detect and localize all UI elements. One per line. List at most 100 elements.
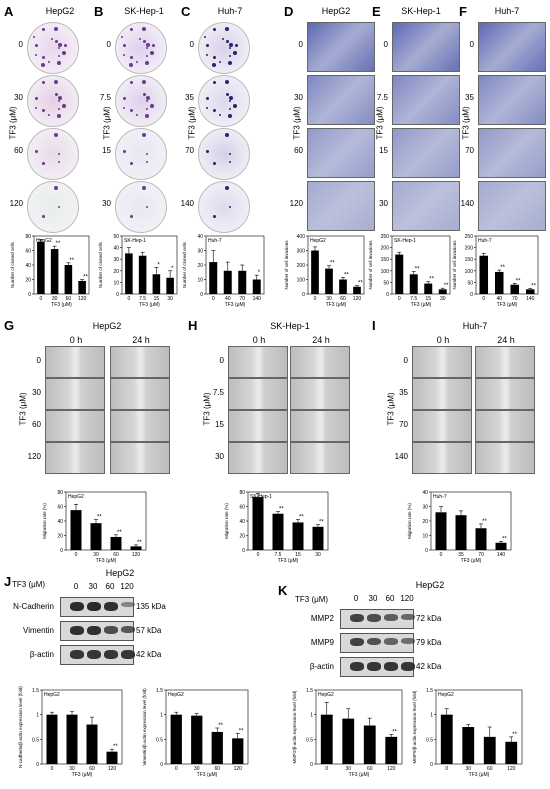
y-tick-label: 0 xyxy=(160,762,163,768)
x-axis-label: TF3 (μM) xyxy=(139,302,160,308)
colony-dose-label: 15 xyxy=(102,146,111,155)
western-k-band xyxy=(367,614,381,622)
invasion-micrograph xyxy=(478,22,546,72)
colony-dot xyxy=(57,96,62,101)
significance-label: ** xyxy=(56,241,61,247)
x-tick-label: 70 xyxy=(512,296,518,302)
western-j-kda-label: 135 kDa xyxy=(136,602,166,611)
x-tick-label: 0 xyxy=(482,296,485,302)
colony-dot xyxy=(146,47,148,49)
y-axis-label: Migration rate (%) xyxy=(224,503,229,539)
x-tick-label: 15 xyxy=(154,296,160,302)
colony-dose-label: 0 xyxy=(18,40,23,49)
chart-frame xyxy=(41,689,123,765)
bar xyxy=(479,255,489,294)
y-axis-label: Migration rate (%) xyxy=(407,503,412,539)
western-j-band xyxy=(87,626,101,635)
x-tick-label: 70 xyxy=(478,552,484,558)
y-tick-label: 1 xyxy=(36,713,39,719)
colony-dot xyxy=(55,92,59,96)
colony-dot xyxy=(42,55,46,59)
migration-scratch-image xyxy=(228,442,288,474)
bar-chart-f: 0 50 100 150 200 250 Huh-7 Number of cell invas… xyxy=(452,234,539,308)
significance-label: ** xyxy=(299,515,304,521)
y-tick-label: 0 xyxy=(242,548,245,554)
migration-scratch-image xyxy=(110,410,170,442)
invasion-title-huh7: Huh-7 xyxy=(494,6,520,16)
migration-scratch-image xyxy=(290,346,350,378)
bar xyxy=(50,249,59,294)
colony-dot xyxy=(136,60,139,63)
bar xyxy=(440,714,453,764)
y-axis-label: Number of cell invasions xyxy=(452,240,457,290)
colony-dot xyxy=(229,160,232,163)
migration-time-label: 24 h xyxy=(312,335,330,345)
y-tick-label: 1.5 xyxy=(426,688,433,694)
migration-time-label: 0 h xyxy=(69,335,83,345)
colony-dot xyxy=(146,160,149,163)
migration-scratch-image xyxy=(475,442,535,474)
x-tick-label: 60 xyxy=(214,766,220,772)
colony-dot xyxy=(57,43,62,48)
colony-dot xyxy=(144,61,149,66)
migration-scratch-image xyxy=(412,378,472,410)
invasion-micrograph xyxy=(392,75,460,125)
y-tick-label: 0 xyxy=(302,292,305,298)
migration-scratch-image xyxy=(228,346,288,378)
colony-dot xyxy=(143,92,147,96)
migration-scratch-image xyxy=(45,378,105,410)
colony-dot xyxy=(130,108,134,112)
significance-label: ** xyxy=(429,277,434,283)
colony-dot xyxy=(144,114,149,119)
panel-letter-h: H xyxy=(188,318,198,333)
y-tick-label: 10 xyxy=(113,280,119,286)
western-j-protein-label: Vimentin xyxy=(23,626,54,635)
y-axis-label: Number of cloned cells xyxy=(10,241,15,288)
y-tick-label: 50 xyxy=(113,234,119,240)
western-j-band xyxy=(70,650,84,659)
colony-dot xyxy=(233,50,238,55)
bar xyxy=(125,253,133,294)
western-j-band xyxy=(121,602,135,607)
panel-letter-f: F xyxy=(459,4,467,19)
bar xyxy=(495,542,507,550)
y-tick-label: 20 xyxy=(57,534,63,540)
colony-dish xyxy=(198,128,250,180)
colony-dot xyxy=(229,206,231,208)
y-tick-label: 0 xyxy=(430,762,433,768)
x-tick-label: 0 xyxy=(257,552,260,558)
colony-dot xyxy=(123,150,127,154)
colony-dot xyxy=(150,103,155,108)
invasion-micrograph xyxy=(307,181,375,231)
western-k-band xyxy=(401,614,415,621)
migration-dose-label: 0 xyxy=(403,356,408,365)
chart-legend: Huh-7 xyxy=(208,238,222,244)
western-k-protein-label: β-actin xyxy=(309,662,334,671)
bar xyxy=(223,270,232,294)
colony-dot xyxy=(228,96,233,101)
x-tick-label: 35 xyxy=(458,552,464,558)
y-tick-label: 50 xyxy=(467,280,473,286)
invasion-dose-label: 30 xyxy=(379,199,388,208)
colony-dot xyxy=(35,150,39,154)
migration-dose-label: 70 xyxy=(399,420,408,429)
x-tick-label: 140 xyxy=(253,296,262,302)
bar xyxy=(170,714,182,764)
chart-legend: HepG2 xyxy=(438,692,454,698)
significance-label: ** xyxy=(531,283,536,289)
x-axis-label: TF3 (μM) xyxy=(469,772,490,778)
colony-dot xyxy=(143,39,147,43)
x-tick-label: 30 xyxy=(465,766,471,772)
y-tick-label: 0.5 xyxy=(32,737,39,743)
y-tick-label: 20 xyxy=(422,519,428,525)
colony-dot xyxy=(224,133,229,138)
bar-chart-k1: 0 0.5 1 1.5 HepG2 MMP2/β-actin expression lev… xyxy=(292,688,403,778)
migration-scratch-image xyxy=(228,410,288,442)
western-k-band xyxy=(367,638,381,646)
bar xyxy=(483,736,496,764)
western-j-protein-label: β-actin xyxy=(29,650,54,659)
colony-dose-label: 35 xyxy=(185,93,194,102)
colony-dot xyxy=(226,92,230,96)
colony-dot xyxy=(58,160,61,163)
migration-scratch-image xyxy=(290,442,350,474)
